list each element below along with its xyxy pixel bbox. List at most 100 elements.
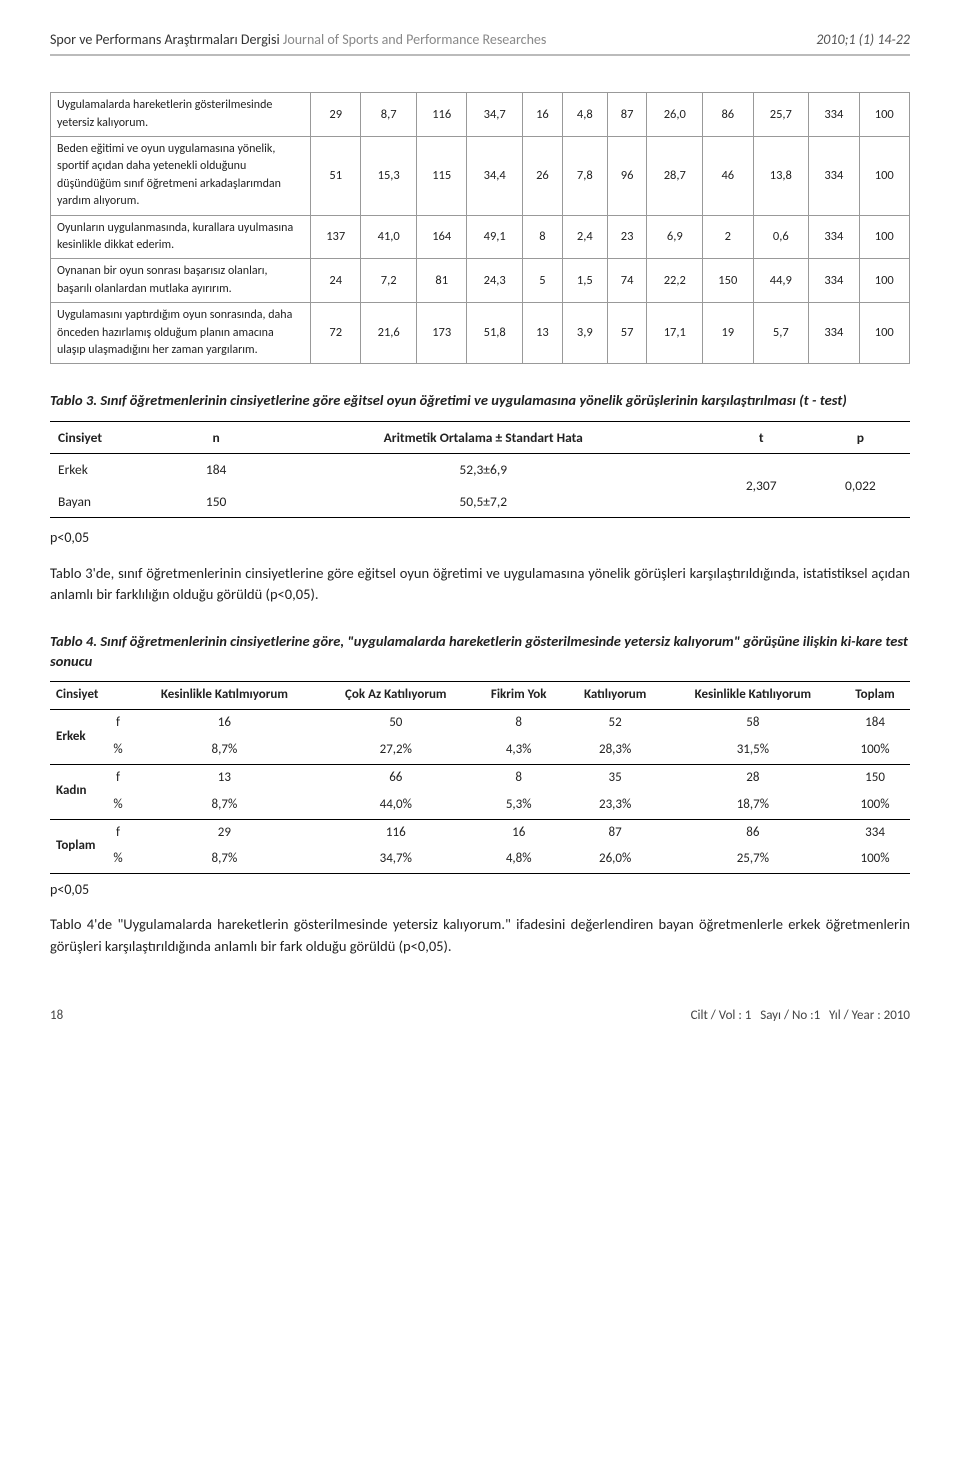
- data-cell: 334: [840, 819, 910, 846]
- freq-symbol-cell: f: [106, 710, 130, 737]
- data-cell: 34,7: [467, 93, 523, 137]
- volume-ref: 2010;1 (1) 14-22: [816, 30, 910, 50]
- row-label-cell: Uygulamalarda hareketlerin gösterilmesin…: [51, 93, 311, 137]
- data-cell: 23: [607, 215, 647, 259]
- table-row: Erkekf165085258184: [50, 710, 910, 737]
- data-cell: 44,0%: [319, 792, 473, 819]
- footer-right: Cilt / Vol : 1 Sayı / No :1 Yıl / Year :…: [691, 1007, 910, 1026]
- data-cell: 173: [417, 303, 467, 364]
- data-cell: 25,7: [753, 93, 809, 137]
- data-cell: 150: [840, 764, 910, 791]
- data-cell: 13,8: [753, 137, 809, 216]
- data-cell: 24: [311, 259, 361, 303]
- data-cell: 58: [666, 710, 840, 737]
- td-t: 2,307: [712, 454, 811, 518]
- td-group: Erkek: [50, 454, 177, 486]
- data-cell: 15,3: [361, 137, 417, 216]
- data-cell: 2: [703, 215, 753, 259]
- caption-text: Sınıf öğretmenlerinin cinsiyetlerine gör…: [50, 632, 908, 670]
- data-cell: 100: [859, 137, 909, 216]
- data-cell: 22,2: [647, 259, 703, 303]
- table-row: %8,7%27,2%4,3%28,3%31,5%100%: [50, 737, 910, 764]
- th-cinsiyet: Cinsiyet: [50, 682, 130, 710]
- data-cell: 334: [809, 215, 859, 259]
- page-header: Spor ve Performans Araştırmaları Dergisi…: [50, 30, 910, 56]
- data-cell: 5,7: [753, 303, 809, 364]
- th-tot: Toplam: [840, 682, 910, 710]
- td-group: Bayan: [50, 486, 177, 518]
- td-p: 0,022: [811, 454, 910, 518]
- data-cell: 29: [130, 819, 319, 846]
- data-cell: 8,7: [361, 93, 417, 137]
- data-cell: 74: [607, 259, 647, 303]
- data-cell: 13: [523, 303, 563, 364]
- sayi-label: Sayı / No :: [760, 1008, 813, 1023]
- journal-title-en: Journal of Sports and Performance Resear…: [283, 31, 547, 48]
- data-cell: 3,9: [562, 303, 607, 364]
- table3: Cinsiyet n Aritmetik Ortalama ± Standart…: [50, 421, 910, 519]
- data-cell: 28,7: [647, 137, 703, 216]
- data-cell: 24,3: [467, 259, 523, 303]
- th-p: p: [811, 421, 910, 454]
- table-row: %8,7%34,7%4,8%26,0%25,7%100%: [50, 846, 910, 873]
- data-cell: 19: [703, 303, 753, 364]
- data-cell: 87: [607, 93, 647, 137]
- table-row: Oynanan bir oyun sonrası başarısız olanl…: [51, 259, 910, 303]
- th-fy: Fikrim Yok: [473, 682, 565, 710]
- table-row: Uygulamalarda hareketlerin gösterilmesin…: [51, 93, 910, 137]
- data-cell: 87: [565, 819, 666, 846]
- data-cell: 46: [703, 137, 753, 216]
- data-cell: 137: [311, 215, 361, 259]
- data-cell: 100: [859, 303, 909, 364]
- data-cell: 51: [311, 137, 361, 216]
- data-cell: 17,1: [647, 303, 703, 364]
- group-cell: Toplam: [50, 819, 106, 874]
- table-row: Uygulamasını yaptırdığım oyun sonrasında…: [51, 303, 910, 364]
- pct-symbol-cell: %: [106, 737, 130, 764]
- data-cell: 44,9: [753, 259, 809, 303]
- th-kk: Kesinlikle Katılmıyorum: [130, 682, 319, 710]
- data-cell: 8,7%: [130, 846, 319, 873]
- data-cell: 16: [473, 819, 565, 846]
- row-label-cell: Oyunların uygulanmasında, kurallara uyul…: [51, 215, 311, 259]
- data-cell: 23,3%: [565, 792, 666, 819]
- data-cell: 26: [523, 137, 563, 216]
- data-cell: 26,0%: [565, 846, 666, 873]
- data-cell: 21,6: [361, 303, 417, 364]
- row-label-cell: Oynanan bir oyun sonrası başarısız olanl…: [51, 259, 311, 303]
- table-row: %8,7%44,0%5,3%23,3%18,7%100%: [50, 792, 910, 819]
- journal-title-tr: Spor ve Performans Araştırmaları Dergisi: [50, 31, 280, 48]
- td-ao: 52,3±6,9: [255, 454, 712, 486]
- th-cinsiyet: Cinsiyet: [50, 421, 177, 454]
- sayi-value: 1: [814, 1008, 821, 1023]
- data-cell: 334: [809, 93, 859, 137]
- td-ao: 50,5±7,2: [255, 486, 712, 518]
- td-n: 184: [177, 454, 255, 486]
- data-cell: 100%: [840, 792, 910, 819]
- data-cell: 31,5%: [666, 737, 840, 764]
- table-row: Kadınf136683528150: [50, 764, 910, 791]
- data-cell: 28: [666, 764, 840, 791]
- data-cell: 96: [607, 137, 647, 216]
- th-ao: Aritmetik Ortalama ± Standart Hata: [255, 421, 712, 454]
- data-cell: 86: [703, 93, 753, 137]
- data-cell: 334: [809, 137, 859, 216]
- freq-symbol-cell: f: [106, 764, 130, 791]
- data-cell: 8: [473, 764, 565, 791]
- data-cell: 334: [809, 259, 859, 303]
- th-n: n: [177, 421, 255, 454]
- data-cell: 52: [565, 710, 666, 737]
- td-n: 150: [177, 486, 255, 518]
- data-cell: 51,8: [467, 303, 523, 364]
- pct-symbol-cell: %: [106, 792, 130, 819]
- group-cell: Erkek: [50, 710, 106, 765]
- th-k: Katılıyorum: [565, 682, 666, 710]
- data-cell: 0,6: [753, 215, 809, 259]
- page-number: 18: [50, 1007, 63, 1026]
- data-cell: 164: [417, 215, 467, 259]
- yil-value: 2010: [884, 1008, 910, 1023]
- data-cell: 7,8: [562, 137, 607, 216]
- data-cell: 7,2: [361, 259, 417, 303]
- table-top: Uygulamalarda hareketlerin gösterilmesin…: [50, 92, 910, 364]
- data-cell: 116: [417, 93, 467, 137]
